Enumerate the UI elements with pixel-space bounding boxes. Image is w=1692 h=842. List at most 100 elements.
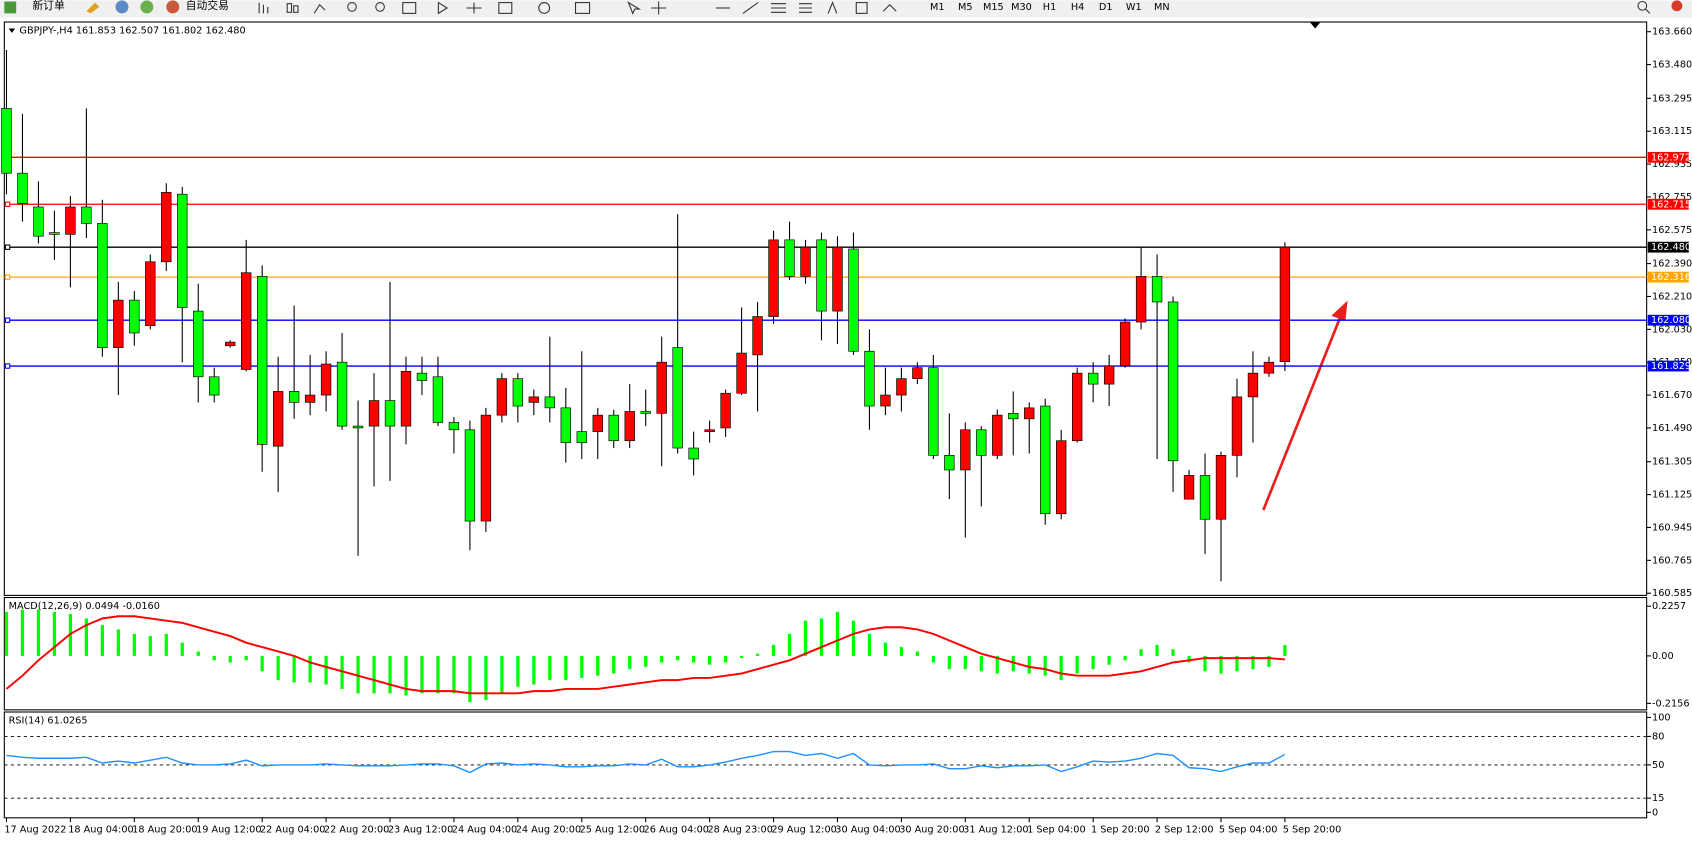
- candle-body: [17, 172, 28, 204]
- level-price-label: 162.080: [1651, 315, 1691, 326]
- macd-histogram-bar: [212, 655, 216, 661]
- level-marker: [4, 317, 11, 323]
- candle-body: [145, 261, 156, 327]
- macd-histogram-bar: [1123, 655, 1127, 661]
- macd-histogram-bar: [771, 644, 776, 656]
- candle-body: [304, 394, 316, 403]
- candle-body: [640, 411, 651, 414]
- candle-body: [1151, 276, 1163, 303]
- candle-body: [976, 429, 987, 456]
- macd-histogram-bar: [692, 655, 696, 663]
- macd-histogram-bar: [883, 642, 888, 656]
- candle-body: [241, 272, 252, 370]
- candle-body: [992, 414, 1003, 456]
- y-tick-label: 162.390: [1652, 259, 1692, 270]
- macd-histogram-bar: [979, 655, 983, 672]
- alert-icon[interactable]: [1671, 0, 1683, 12]
- level-price-box: [1647, 151, 1689, 163]
- timeframe-button[interactable]: MN: [1154, 2, 1170, 13]
- macd-histogram-bar: [436, 655, 440, 694]
- time-label: 24 Aug 20:00: [516, 825, 581, 836]
- timeframe-button[interactable]: M15: [983, 2, 1004, 13]
- macd-histogram-bar: [1219, 655, 1223, 674]
- macd-histogram-bar: [1139, 649, 1143, 656]
- time-label: 24 Aug 04:00: [452, 825, 517, 836]
- main-panel-frame: [3, 21, 1648, 596]
- timeframe-button[interactable]: D1: [1099, 2, 1113, 13]
- macd-histogram-bar: [324, 655, 328, 685]
- candle-body: [768, 239, 779, 317]
- y-tick-label: 163.115: [1652, 126, 1692, 137]
- macd-histogram-bar: [180, 642, 184, 656]
- level-price-box: [1647, 314, 1689, 326]
- candle-body: [912, 367, 923, 379]
- macd-histogram-bar: [308, 655, 312, 683]
- level-price-label: 162.972: [1651, 152, 1691, 163]
- candle-body: [560, 407, 571, 443]
- timeframe-button[interactable]: H1: [1043, 2, 1056, 13]
- macd-panel-frame: [3, 597, 1648, 711]
- timeframe-button[interactable]: W1: [1126, 2, 1142, 13]
- macd-histogram-bar: [36, 609, 41, 656]
- timeframe-button[interactable]: M1: [930, 2, 945, 13]
- level-price-label: 162.715: [1651, 199, 1691, 210]
- macd-histogram-bar: [292, 655, 296, 683]
- y-tick-label: 162.575: [1652, 225, 1692, 236]
- candle-body: [624, 411, 635, 442]
- auto-trade-icon[interactable]: [166, 0, 180, 14]
- time-label: 31 Aug 12:00: [963, 825, 1028, 836]
- macd-histogram-bar: [1203, 655, 1207, 672]
- candle-body: [880, 394, 891, 407]
- candle-body: [1263, 361, 1275, 374]
- candle-body: [65, 206, 76, 235]
- annotation-arrow: [1262, 317, 1342, 511]
- macd-histogram-bar: [755, 653, 760, 656]
- new-order-icon[interactable]: [4, 1, 17, 14]
- icon[interactable]: [86, 2, 100, 14]
- candle-body: [688, 447, 699, 460]
- macd-histogram-bar: [228, 655, 232, 663]
- candle-body: [720, 392, 731, 429]
- timeframe-button[interactable]: M30: [1011, 2, 1032, 13]
- level-price-box: [1647, 360, 1689, 372]
- macd-histogram-bar: [931, 655, 935, 663]
- macd-histogram-bar: [52, 611, 57, 656]
- timeframe-button[interactable]: M5: [958, 2, 973, 13]
- new-order-button[interactable]: 新订单: [32, 0, 65, 12]
- macd-histogram-bar: [1283, 645, 1287, 656]
- candle-body: [1, 108, 12, 174]
- y-tick-label: 162.935: [1652, 159, 1692, 170]
- indicator-title: MACD(12,26,9) 0.0494 -0.0160: [9, 601, 160, 612]
- level-marker: [4, 244, 11, 250]
- macd-histogram-bar: [340, 655, 344, 689]
- candle-body: [336, 361, 348, 427]
- level-marker: [4, 201, 11, 207]
- icon[interactable]: [115, 0, 129, 14]
- level-price-label: 162.480: [1651, 242, 1691, 253]
- candle-body: [400, 371, 412, 427]
- macd-histogram-bar: [1027, 655, 1031, 674]
- tool-icons[interactable]: [258, 0, 1651, 15]
- auto-trade-button[interactable]: 自动交易: [186, 0, 229, 12]
- candle-body: [864, 350, 875, 407]
- level-price-label: 161.829: [1651, 361, 1691, 372]
- macd-histogram-bar: [1235, 655, 1239, 672]
- macd-histogram-bar: [1267, 655, 1271, 667]
- timeframe-button[interactable]: H4: [1071, 2, 1084, 13]
- candle-body: [528, 396, 540, 403]
- macd-histogram-bar: [116, 629, 120, 656]
- time-label: 5 Sep 04:00: [1219, 825, 1278, 836]
- candle-body: [129, 299, 140, 334]
- macd-histogram-bar: [20, 609, 25, 656]
- time-label: 17 Aug 2022: [4, 825, 66, 836]
- macd-histogram-bar: [708, 655, 712, 665]
- macd-histogram-bar: [612, 655, 616, 674]
- level-price-box: [1647, 241, 1689, 253]
- icon[interactable]: [140, 0, 154, 14]
- macd-histogram-bar: [915, 651, 919, 656]
- indicator-title: RSI(14) 61.0265: [9, 716, 88, 727]
- candle-body: [752, 316, 763, 356]
- chart-shift-marker: [1309, 22, 1321, 29]
- annotation-arrow-head: [1331, 300, 1348, 322]
- y-tick-label: -0.2156: [1652, 698, 1689, 709]
